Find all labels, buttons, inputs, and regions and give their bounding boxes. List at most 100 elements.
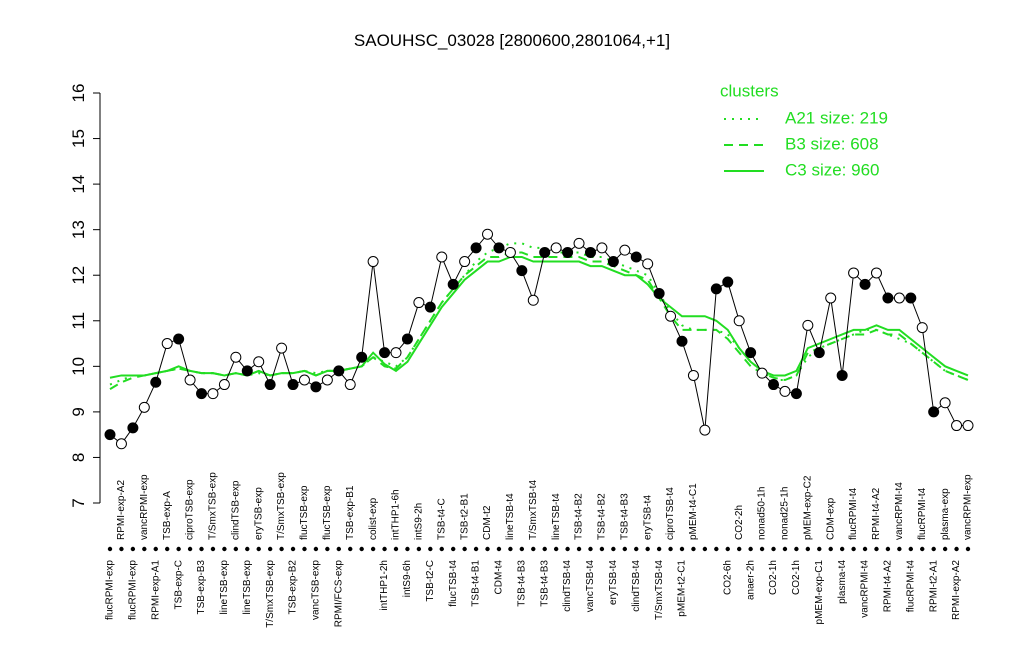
rug-dot [588,546,593,552]
x-tick-label: intS9-2h [414,503,425,540]
expression-point [710,283,722,295]
expression-point [745,347,757,359]
x-tick-label: ciproTSB-t4 [665,487,676,540]
x-tick-label: vancRPMI-exp [963,474,974,540]
y-tick-label: 12 [69,266,88,285]
expression-point [733,315,745,327]
expression-point [676,335,688,347]
x-tick-label: anaer-2h [745,560,756,600]
expression-point [619,244,631,256]
x-tick-label: vancTSB-exp [311,560,322,620]
rug-dot [828,546,833,552]
expression-point [756,367,768,379]
x-tick-label: CO2-1h [791,560,802,595]
rug-dot [702,546,708,552]
x-tick-label: TSB-t4-B1 [471,560,482,607]
x-tick-label: pMEM-t2-C1 [677,560,688,617]
expression-point [562,246,574,258]
expression-point [813,347,825,359]
x-tick-label: flucTSB-exp [322,485,333,540]
rug-dot [885,546,891,552]
x-tick-label: T/SmxTSB-exp [265,560,276,628]
rug-dot [920,546,925,552]
y-tick-label: 10 [69,357,88,376]
y-tick-label: 14 [69,175,88,194]
rug-dot [130,546,136,552]
y-tick-label: 15 [69,129,88,148]
x-tick-label: CO2-1h [768,560,779,595]
expression-point [127,422,139,434]
x-tick-label: T/SmxTSB-t4 [654,560,665,620]
x-tick-label: CDM-t2 [482,505,493,540]
y-tick-label: 9 [69,407,88,416]
expression-point [687,369,699,381]
expression-point [241,365,253,377]
x-tick-label: vancRPMI-t4 [860,560,871,618]
expression-point [550,242,562,254]
x-tick-label: plasma-t4 [837,560,848,604]
rug-dot [382,546,387,552]
x-tick-label: flucRPMI-t4 [848,487,859,540]
x-tick-label: T/SmxTSB-exp [276,472,287,540]
rug-dot [256,546,261,552]
rug-dot [634,546,639,552]
cluster-line [109,251,969,390]
expression-point [104,429,116,441]
x-tick-label: flucRPMI-t4 [917,487,928,540]
x-tick-label: TSB-t4-B2 [574,493,585,540]
rug-dot [794,546,799,552]
rug-dot [405,546,410,552]
rug-dot [805,546,811,552]
rug-dot [931,546,936,552]
x-tick-label: nonad25-1h [780,487,791,540]
expression-point [642,258,654,270]
expression-point [870,267,882,279]
rug-dot [313,546,319,552]
rug-dot [531,546,536,552]
rug-dot [439,546,444,552]
x-tick-label: pMEM-exp-C1 [814,560,825,625]
cluster-line [109,256,969,379]
x-tick-label: lineTSB-t4 [551,493,562,540]
expression-point [173,333,185,345]
x-tick-label: clindTSB-t4 [562,560,573,612]
rug-dot [267,546,273,552]
expression-point [482,228,494,240]
x-tick-label: eryTSB-t4 [608,560,619,605]
rug-dot [165,546,170,552]
legend-label: A21 size: 219 [785,108,888,127]
expression-point [573,237,585,249]
rug-dot [645,546,650,552]
rug-dot [199,546,204,552]
rug-dot [942,546,948,552]
rug-dot [759,546,765,552]
x-tick-label: RPMI-t4-A2 [883,560,894,613]
expression-point [184,374,196,386]
expression-point [630,251,642,263]
rug-dot [473,546,479,552]
rug-dot [187,546,193,552]
expression-point [333,365,345,377]
x-tick-label: intTHP1-2h [379,560,390,611]
rug-dot [336,546,341,552]
rug-dot [714,546,719,552]
rug-dot [576,546,582,552]
x-tick-label: flucRPMI-exp [128,560,139,620]
legend-label: B3 size: 608 [785,134,879,153]
rug-dot [119,546,124,552]
rug-dot [782,546,788,552]
rug-dot [748,546,753,552]
rug-dot [965,546,971,552]
expression-point [916,322,928,334]
rug-dot [519,546,525,552]
x-tick-label: TSB-t2-C [425,560,436,602]
x-tick-label: flucTSB-exp [299,485,310,540]
expression-point [356,351,368,363]
rug-dot [508,546,513,552]
x-tick-label: CDM-t4 [494,560,505,595]
x-tick-label: vancTSB-t4 [585,560,596,613]
expression-point [802,319,814,331]
rug-dot [656,546,662,552]
rug-dot [222,546,227,552]
expression-point [848,267,860,279]
